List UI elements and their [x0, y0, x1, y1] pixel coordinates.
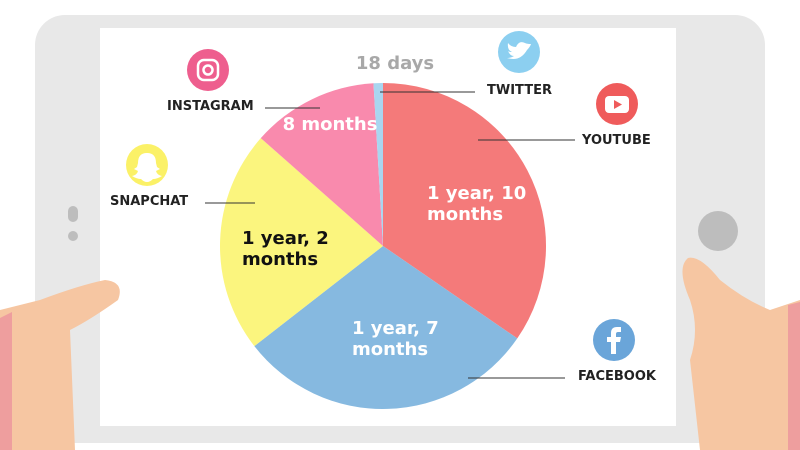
snapchat-icon [126, 144, 168, 186]
value-label: 1 year, 2 months [242, 228, 329, 270]
camera [68, 206, 78, 222]
category-label: SNAPCHAT [110, 194, 189, 209]
value-label: 1 year, 7 months [352, 318, 439, 360]
pie-slice [383, 83, 546, 339]
home-button [698, 211, 738, 251]
instagram-icon [187, 49, 229, 91]
sensor [68, 231, 78, 241]
value-label: 8 months [282, 114, 378, 135]
right-sleeve [788, 302, 800, 450]
twitter-icon [498, 31, 540, 73]
left-sleeve [0, 312, 12, 450]
facebook-icon [593, 319, 635, 361]
category-label: YOUTUBE [582, 133, 651, 148]
category-label: INSTAGRAM [167, 99, 254, 114]
pie-slice [373, 83, 383, 246]
value-label: 1 year, 10 months [427, 183, 527, 225]
category-label: FACEBOOK [578, 369, 656, 384]
pie-slice [254, 246, 518, 409]
pie-slice [260, 83, 383, 246]
category-label: TWITTER [487, 83, 552, 98]
youtube-icon [596, 83, 638, 125]
value-label: 18 days [355, 53, 435, 74]
right-hand [682, 257, 800, 450]
pie-slice [220, 138, 383, 347]
left-hand [0, 280, 120, 450]
